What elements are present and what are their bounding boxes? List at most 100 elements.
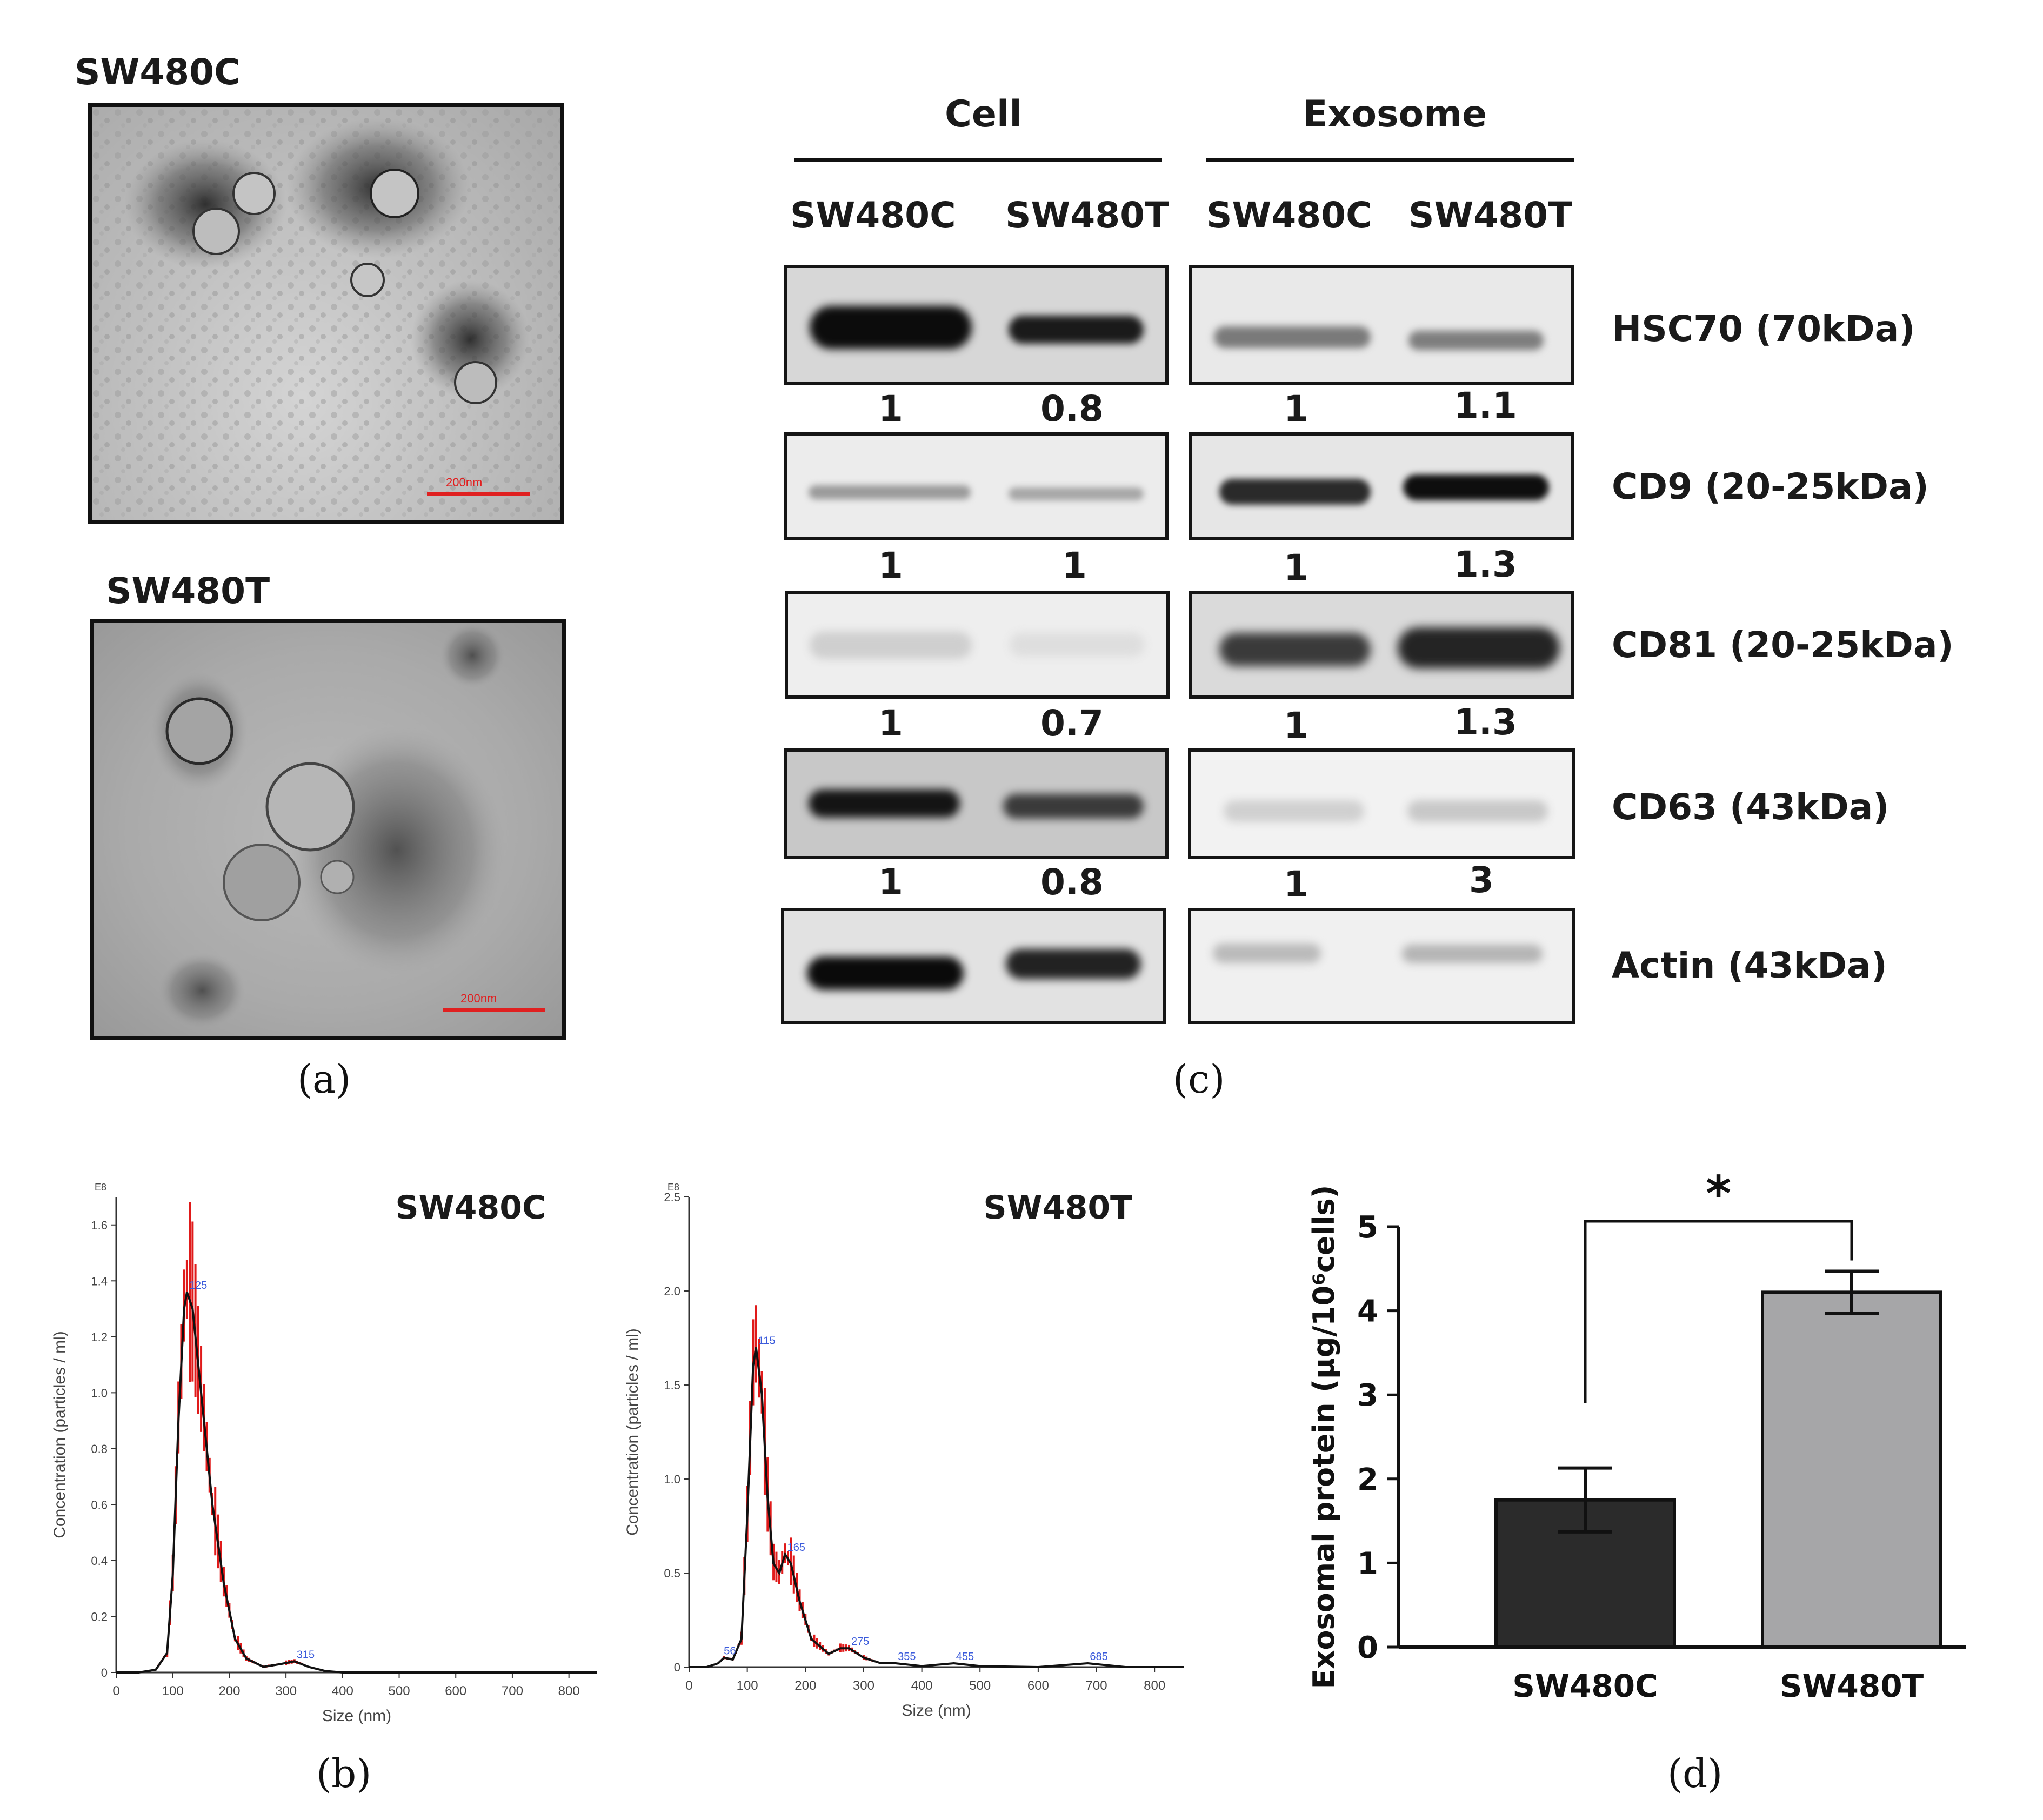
tem-vesicles-sw480c	[92, 107, 560, 520]
band	[1003, 794, 1144, 819]
x-tick-label: 400	[332, 1684, 353, 1698]
ratio: 1	[878, 545, 903, 586]
band	[1009, 316, 1144, 344]
x-tick-label: 500	[969, 1678, 991, 1693]
lane-label-exo-sw480c: SW480C	[1206, 195, 1372, 236]
chart-title: SW480C	[395, 1189, 546, 1227]
band	[807, 956, 964, 990]
band	[1006, 949, 1141, 979]
band	[809, 789, 960, 818]
panel-label-a: (a)	[297, 1056, 351, 1102]
tem-title-sw480c: SW480C	[75, 51, 241, 93]
x-tick-label: 400	[911, 1678, 933, 1693]
series-line	[116, 1292, 597, 1674]
x-tick-label: 200	[794, 1678, 816, 1693]
blot-hsc70-cell	[784, 265, 1169, 385]
blot-cd81-exo	[1189, 591, 1574, 699]
tem-vesicles-sw480t	[151, 623, 545, 1028]
peak-label: 275	[851, 1636, 869, 1648]
x-tick-label: 600	[1027, 1678, 1049, 1693]
band	[809, 485, 971, 499]
blot-cd9-cell	[784, 432, 1169, 540]
y-tick-label: 0.4	[91, 1554, 108, 1568]
x-tick-label: 200	[218, 1684, 240, 1698]
y-tick-label: 2	[1357, 1462, 1378, 1497]
y-tick-label: 0.6	[91, 1498, 108, 1511]
ratio: 1	[1284, 547, 1308, 588]
bar-sw480t	[1761, 1290, 1942, 1649]
ratio: 1	[1284, 705, 1308, 746]
tem-image-sw480t: 200nm	[90, 619, 566, 1040]
y-tick-label: 2.5	[664, 1190, 680, 1204]
y-tick-label: 1.0	[664, 1473, 680, 1486]
x-tick-label: 100	[162, 1684, 184, 1698]
lane-label-cell-sw480c: SW480C	[790, 195, 956, 236]
band	[1214, 326, 1371, 348]
blot-cd63-exo	[1188, 748, 1575, 859]
x-tick-label: 700	[502, 1684, 523, 1698]
band-label-cd63: CD63 (43kDa)	[1612, 786, 1890, 828]
tem-title-sw480t: SW480T	[106, 570, 270, 612]
y-tick-label: 1.4	[91, 1274, 108, 1288]
y-tick-label: 1.5	[664, 1379, 680, 1392]
peak-label: 685	[1090, 1651, 1107, 1663]
ratio: 0.7	[1040, 702, 1104, 744]
band-label-actin: Actin (43kDa)	[1612, 945, 1887, 986]
significance-bracket	[1584, 1220, 1853, 1403]
y-axis-label: Concentration (particles / ml)	[51, 1331, 69, 1538]
x-tick-label: SW480C	[1512, 1668, 1658, 1704]
band	[1403, 474, 1549, 500]
y-tick-label: 0.2	[91, 1610, 108, 1623]
series-line	[689, 1347, 1184, 1669]
band	[1398, 627, 1560, 668]
band-label-cd81: CD81 (20-25kDa)	[1612, 624, 1954, 666]
band-label-cd9: CD9 (20-25kDa)	[1612, 466, 1929, 507]
tem-image-sw480c: 200nm	[88, 103, 564, 524]
y-axis-label: Exosomal protein (μg/10⁶cells)	[1307, 1185, 1341, 1689]
x-tick-label: 800	[1144, 1678, 1165, 1693]
y-tick-label: 0	[1357, 1630, 1378, 1665]
panel-label-d: (d)	[1667, 1751, 1723, 1796]
band	[1219, 633, 1371, 666]
group-line-cell	[794, 158, 1162, 162]
x-tick-label: SW480T	[1780, 1668, 1924, 1704]
y-tick-label: 2.0	[664, 1284, 680, 1298]
y-tick-label: 1.6	[91, 1219, 108, 1232]
band	[810, 306, 972, 349]
band	[1213, 944, 1321, 963]
ratio: 1.3	[1454, 701, 1517, 743]
ratio: 3	[1469, 859, 1494, 901]
ratio: 1	[1284, 388, 1308, 430]
x-tick-label: 100	[737, 1678, 758, 1693]
y-tick-label: 0	[674, 1661, 680, 1674]
scale-bar-label-sw480c: 200nm	[446, 476, 483, 489]
group-header-cell: Cell	[945, 93, 1022, 136]
blot-actin-cell	[781, 908, 1166, 1024]
band	[1402, 945, 1543, 963]
ratio: 1.3	[1454, 544, 1517, 585]
ratio: 1	[878, 702, 903, 744]
ratio: 0.8	[1040, 861, 1104, 903]
group-header-exosome: Exosome	[1303, 93, 1487, 136]
x-tick-label: 300	[275, 1684, 297, 1698]
ratio: 0.8	[1040, 388, 1104, 430]
x-tick-label: 600	[445, 1684, 466, 1698]
blot-cd81-cell	[785, 591, 1170, 699]
blot-hsc70-exo	[1189, 265, 1574, 385]
x-tick-label: 300	[853, 1678, 874, 1693]
band	[1010, 633, 1145, 657]
peak-label: 355	[898, 1651, 916, 1663]
x-tick-label: 800	[558, 1684, 580, 1698]
significance-asterisk: *	[1706, 1166, 1731, 1222]
y-axis-label: Concentration (particles / ml)	[624, 1328, 642, 1535]
ratio: 1	[878, 388, 903, 430]
chart-title: SW480T	[983, 1189, 1132, 1227]
blot-actin-exo	[1188, 908, 1575, 1024]
y-tick-label: 0.8	[91, 1442, 108, 1456]
band-label-hsc70: HSC70 (70kDa)	[1612, 308, 1915, 350]
y-tick-label: 0.5	[664, 1567, 680, 1580]
y-tick-label: 3	[1357, 1378, 1378, 1413]
y-tick-label: 1.2	[91, 1330, 108, 1344]
